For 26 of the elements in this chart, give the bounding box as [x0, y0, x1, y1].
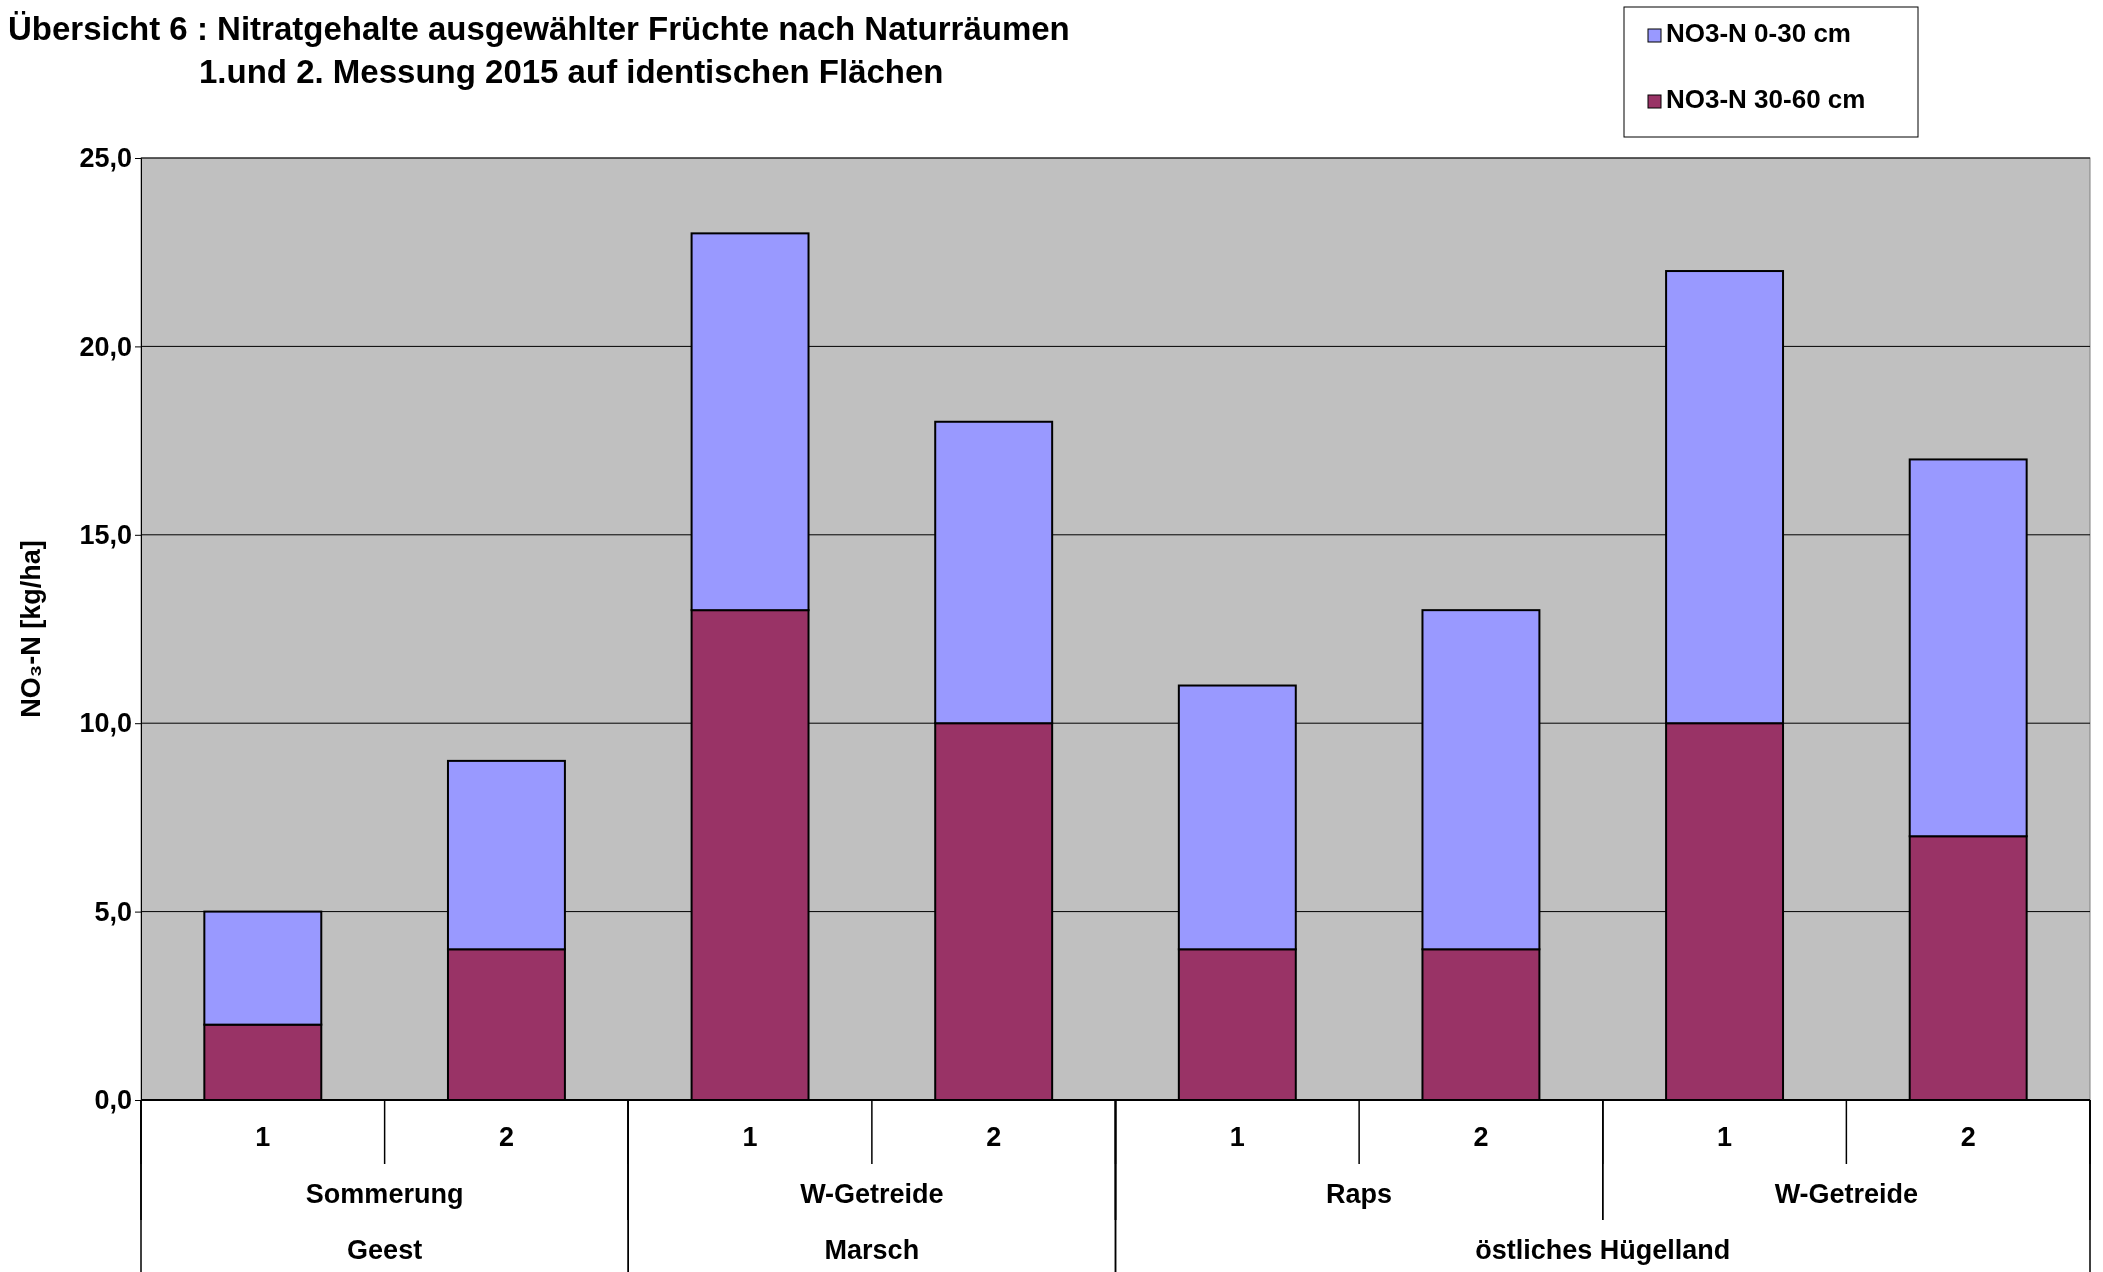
y-axis-title: NO₃-N [kg/ha] — [16, 540, 46, 718]
x-tick-label: 1 — [1717, 1122, 1733, 1152]
x-tick-label: 2 — [1960, 1122, 1976, 1152]
y-tick-label: 0,0 — [94, 1085, 132, 1116]
y-tick-label: 25,0 — [79, 143, 132, 174]
chart-title: Übersicht 6 : Nitratgehalte ausgewählter Früchte nach Naturräumen — [8, 10, 1070, 47]
y-tick-label: 10,0 — [79, 708, 132, 739]
legend-label: NO3-N 30-60 cm — [1666, 84, 1866, 114]
text: Marsch — [824, 1235, 920, 1265]
text: W-Getreide — [1774, 1179, 1919, 1209]
x-tick-label: 2 — [986, 1122, 1002, 1152]
y-tick-label: 15,0 — [79, 519, 132, 550]
x-tick-label: 1 — [742, 1122, 758, 1152]
y-tick-label: 5,0 — [94, 896, 132, 927]
x-tick-label: 1 — [1229, 1122, 1245, 1152]
chart-subtitle: 1.und 2. Messung 2015 auf identischen Flächen — [199, 53, 944, 90]
x-tick-label: 2 — [1473, 1122, 1489, 1152]
text: Sommerung — [305, 1179, 464, 1209]
x-tick-label: 2 — [498, 1122, 514, 1152]
text: W-Getreide — [800, 1179, 944, 1209]
text: östliches Hügelland — [1475, 1235, 1731, 1265]
text: Raps — [1326, 1179, 1393, 1209]
y-tick-label: 20,0 — [79, 331, 132, 362]
text: Geest — [347, 1235, 423, 1265]
x-tick-label: 1 — [255, 1122, 271, 1152]
legend-label: NO3-N 0-30 cm — [1666, 18, 1851, 48]
